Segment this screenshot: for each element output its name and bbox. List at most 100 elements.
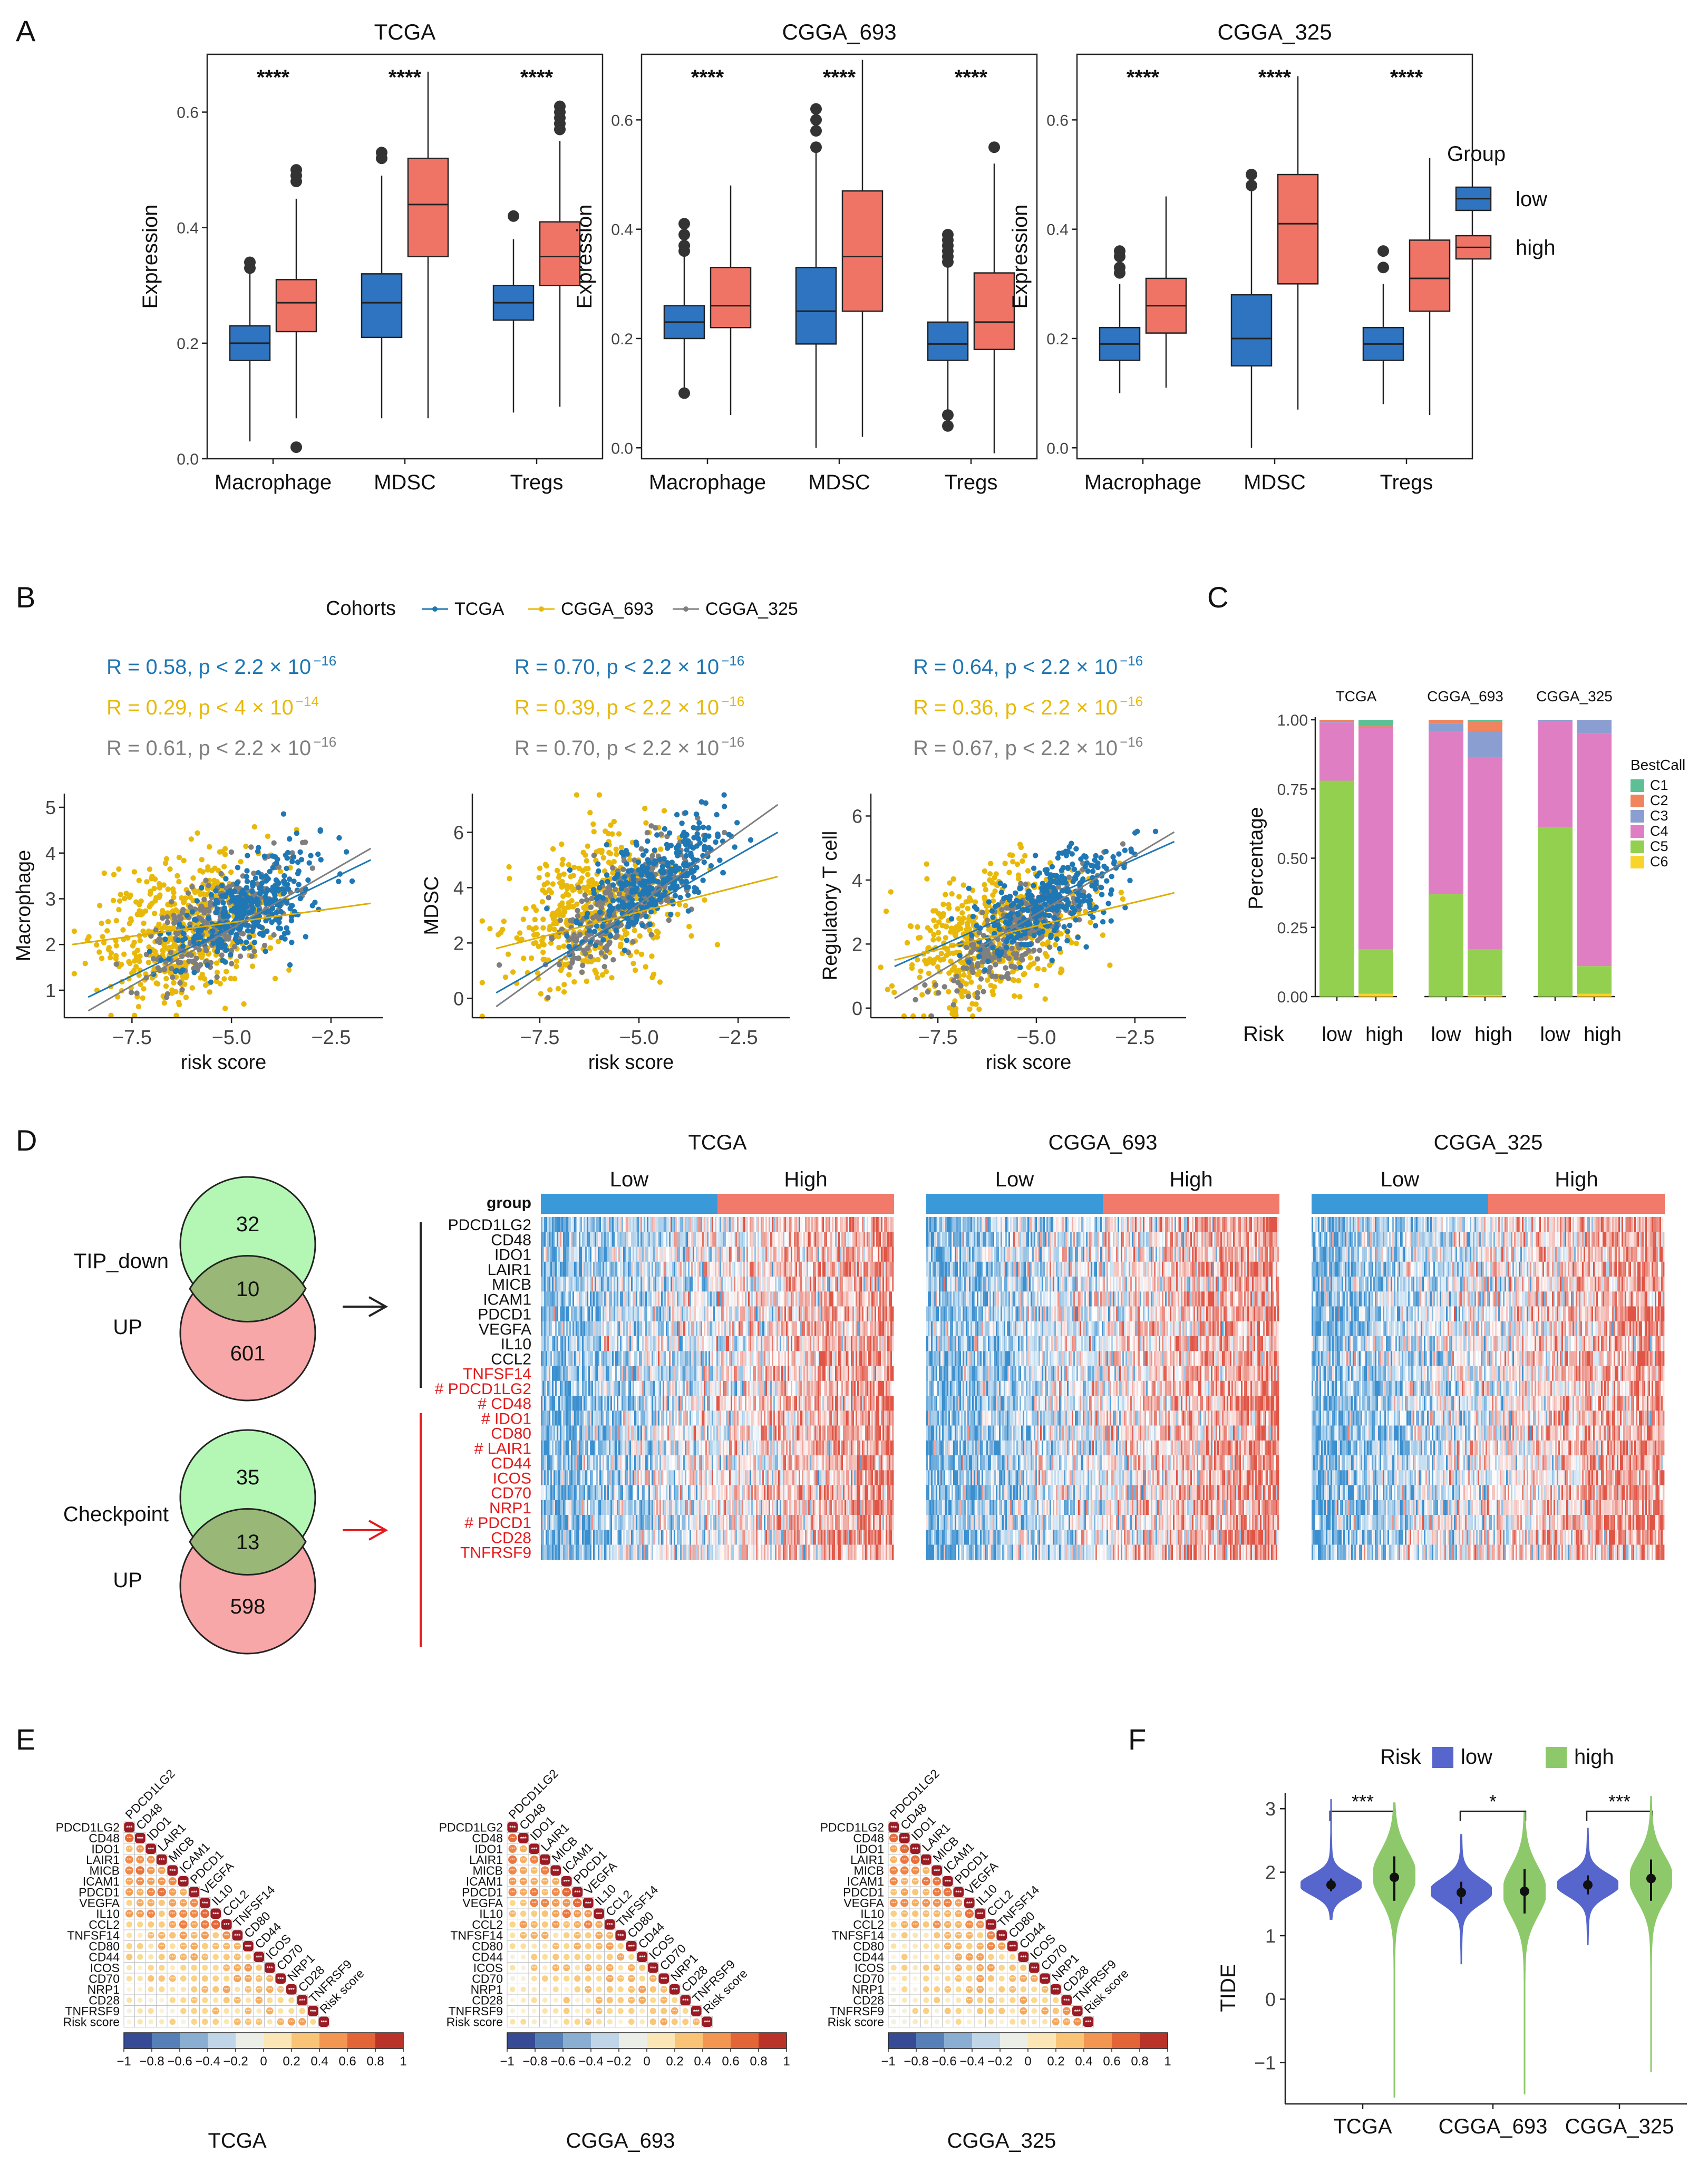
data-point: [953, 925, 958, 931]
x-tick-label: high: [1584, 1023, 1622, 1046]
data-point: [1073, 917, 1078, 922]
data-point: [1026, 948, 1031, 953]
venn-count-overlap: 13: [236, 1531, 260, 1554]
x-tick-label: MDSC: [374, 471, 436, 494]
legend-dot-CGGA_325: [683, 606, 688, 612]
data-point: [580, 963, 585, 968]
legend-swatch-C4: [1631, 825, 1644, 838]
data-point: [1009, 945, 1014, 951]
data-point: [532, 917, 538, 922]
data-point: [709, 863, 714, 868]
data-point: [544, 906, 549, 911]
heatmap-cell: [542, 1366, 544, 1382]
data-point: [590, 915, 596, 921]
panel-title: TCGA: [374, 20, 436, 44]
box-body: [1410, 240, 1450, 311]
data-point: [99, 955, 104, 961]
data-point: [529, 955, 534, 961]
data-point: [584, 897, 589, 903]
heatmap-TCGA: TCGALow High: [541, 1131, 894, 1560]
x-tick-label: high: [1474, 1023, 1512, 1046]
x-axis-label: risk score: [986, 1051, 1072, 1074]
data-point: [1018, 942, 1024, 947]
data-point: [669, 868, 674, 874]
data-point: [1032, 933, 1037, 938]
data-point: [1005, 971, 1011, 976]
data-point: [567, 867, 572, 873]
data-point: [674, 812, 680, 817]
outlier-point: [942, 256, 954, 268]
heatmap-cell: [541, 1321, 542, 1337]
data-point: [1018, 885, 1023, 891]
data-point: [951, 1002, 956, 1007]
heatmap-cell: [546, 1530, 547, 1545]
heatmap-cell: [547, 1515, 549, 1530]
stat-exponent: −16: [721, 734, 744, 750]
data-point: [591, 853, 597, 858]
data-point: [648, 823, 654, 828]
data-point: [603, 945, 608, 951]
data-point: [284, 866, 289, 871]
data-point: [1020, 858, 1025, 864]
data-point: [978, 976, 984, 981]
stack-segment-C5: [1319, 781, 1354, 997]
data-point: [222, 846, 228, 852]
data-point: [959, 994, 965, 999]
heatmap-cell: [549, 1217, 550, 1232]
data-point: [1031, 883, 1036, 888]
data-point: [924, 862, 929, 867]
significance-mark: ****: [1127, 66, 1160, 89]
heatmap-cell: [541, 1381, 542, 1396]
box-body: [796, 267, 836, 344]
data-point: [943, 935, 948, 940]
data-point: [1098, 855, 1103, 861]
data-point: [210, 929, 215, 934]
data-point: [981, 989, 986, 994]
data-point: [127, 921, 132, 926]
data-point: [683, 903, 688, 908]
data-point: [630, 961, 636, 966]
heatmap-cell: [547, 1307, 549, 1322]
data-point: [1014, 935, 1020, 940]
data-point: [1076, 899, 1082, 904]
heatmap-cell: [544, 1277, 546, 1292]
box-low: [362, 147, 402, 418]
data-point: [550, 881, 556, 886]
data-point: [1057, 946, 1062, 951]
data-point: [1005, 935, 1011, 941]
y-tick-label: 2: [453, 932, 464, 954]
legend-label-C6: C6: [1650, 854, 1668, 870]
data-point: [1061, 924, 1066, 930]
data-point: [639, 952, 644, 957]
data-point: [993, 962, 998, 967]
data-point: [285, 930, 290, 935]
data-point: [140, 996, 145, 1001]
data-point: [586, 878, 591, 884]
data-point: [1088, 897, 1093, 903]
data-point: [224, 948, 229, 953]
data-point: [1100, 919, 1105, 924]
data-point: [129, 990, 134, 995]
outlier-point: [678, 229, 690, 240]
data-point: [249, 889, 255, 894]
data-point: [1047, 944, 1052, 950]
data-point: [975, 995, 980, 1000]
heatmap-cell: [549, 1426, 550, 1441]
data-point: [1065, 866, 1071, 871]
data-point: [574, 920, 579, 925]
data-point: [556, 945, 561, 950]
data-point: [600, 901, 605, 906]
heatmap-cell: [549, 1381, 550, 1396]
data-point: [252, 824, 257, 829]
data-point: [618, 942, 623, 947]
heatmap-cell: [542, 1336, 544, 1351]
data-point: [300, 840, 305, 845]
data-point: [732, 844, 737, 849]
data-point: [588, 959, 594, 964]
heatmap-cell: [542, 1232, 544, 1247]
data-point: [569, 960, 575, 965]
data-point: [214, 960, 219, 965]
heatmap-cell: [546, 1470, 547, 1485]
data-point: [222, 959, 228, 964]
x-tick-label: Tregs: [510, 471, 564, 494]
